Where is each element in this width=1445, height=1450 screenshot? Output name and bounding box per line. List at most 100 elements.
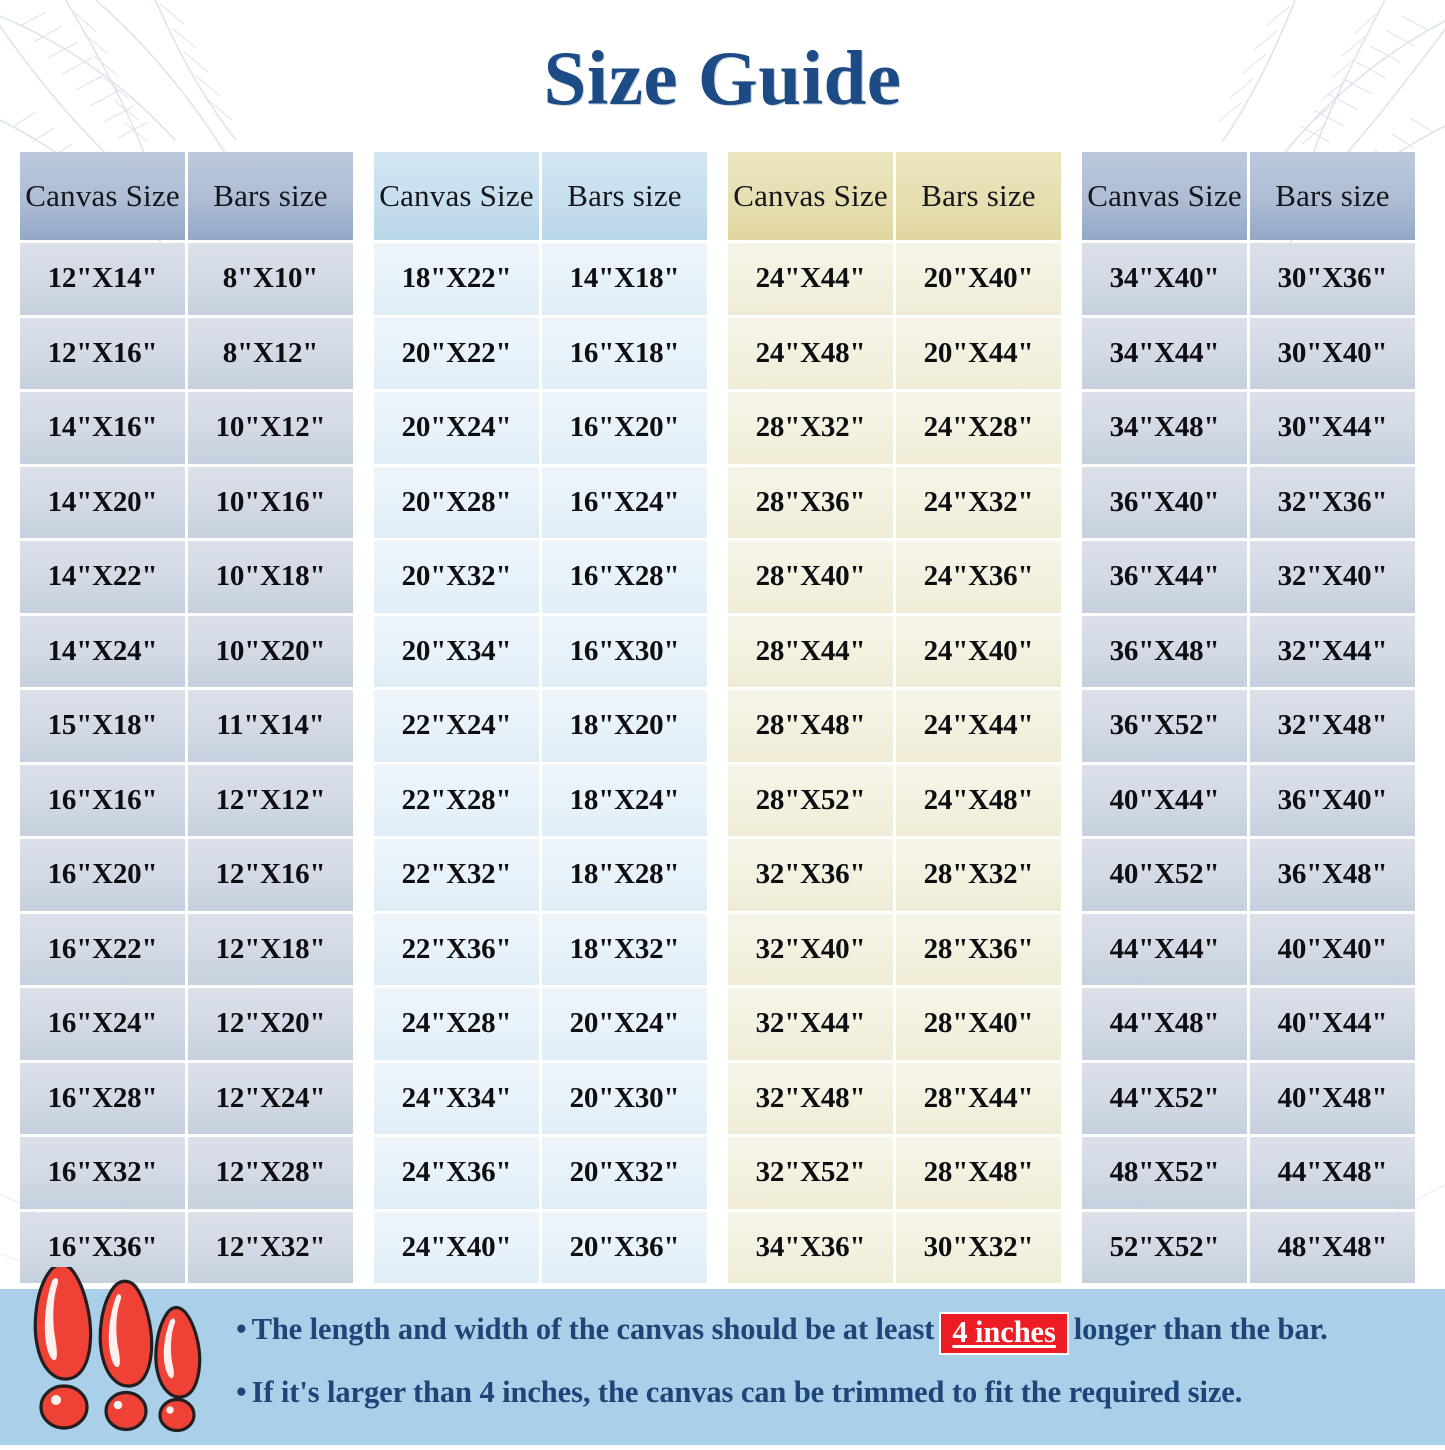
table-row: 28"X44" 24"X40" xyxy=(728,615,1061,687)
cell-canvas-size: 14"X20" xyxy=(20,466,185,538)
cell-canvas-size: 14"X16" xyxy=(20,392,185,464)
cell-canvas-size: 32"X36" xyxy=(728,839,893,911)
table-row: 16"X22" 12"X18" xyxy=(20,913,353,985)
cell-canvas-size: 12"X14" xyxy=(20,243,185,315)
cell-bars-size: 12"X28" xyxy=(188,1137,353,1209)
cell-bars-size: 28"X44" xyxy=(896,1062,1061,1134)
cell-canvas-size: 32"X44" xyxy=(728,988,893,1060)
table-row: 16"X36" 12"X32" xyxy=(20,1211,353,1283)
header-bars-size: Bars size xyxy=(542,152,707,240)
cell-bars-size: 12"X24" xyxy=(188,1062,353,1134)
cell-canvas-size: 12"X16" xyxy=(20,317,185,389)
table-row: 20"X34" 16"X30" xyxy=(374,615,707,687)
cell-bars-size: 20"X32" xyxy=(542,1137,707,1209)
table-row: 24"X36" 20"X32" xyxy=(374,1137,707,1209)
cell-bars-size: 8"X12" xyxy=(188,317,353,389)
table-header-row: Canvas Size Bars size xyxy=(728,152,1061,240)
cell-bars-size: 10"X12" xyxy=(188,392,353,464)
cell-canvas-size: 52"X52" xyxy=(1082,1211,1247,1283)
cell-bars-size: 16"X30" xyxy=(542,615,707,687)
cell-canvas-size: 15"X18" xyxy=(20,690,185,762)
notice-bullet-2: • If it's larger than 4 inches, the canva… xyxy=(236,1372,1436,1413)
table-row: 14"X24" 10"X20" xyxy=(20,615,353,687)
bullet-dot-icon: • xyxy=(236,1375,247,1410)
cell-bars-size: 16"X18" xyxy=(542,317,707,389)
header-canvas-size: Canvas Size xyxy=(20,152,185,240)
table-row: 16"X20" 12"X16" xyxy=(20,839,353,911)
cell-bars-size: 18"X20" xyxy=(542,690,707,762)
cell-bars-size: 28"X48" xyxy=(896,1137,1061,1209)
cell-bars-size: 48"X48" xyxy=(1250,1211,1415,1283)
table-row: 24"X34" 20"X30" xyxy=(374,1062,707,1134)
size-tables-container: Canvas Size Bars size 12"X14" 8"X10" 12"X16"… xyxy=(20,152,1425,1283)
table-row: 48"X52" 44"X48" xyxy=(1082,1137,1415,1209)
cell-bars-size: 32"X40" xyxy=(1250,541,1415,613)
cell-bars-size: 20"X36" xyxy=(542,1211,707,1283)
table-row: 24"X28" 20"X24" xyxy=(374,988,707,1060)
notice-bar: • The length and width of the canvas shou… xyxy=(0,1262,1445,1445)
cell-canvas-size: 22"X32" xyxy=(374,839,539,911)
table-row: 16"X32" 12"X28" xyxy=(20,1137,353,1209)
table-header-row: Canvas Size Bars size xyxy=(1082,152,1415,240)
header-bars-size: Bars size xyxy=(896,152,1061,240)
cell-bars-size: 24"X44" xyxy=(896,690,1061,762)
cell-canvas-size: 24"X48" xyxy=(728,317,893,389)
cell-canvas-size: 16"X20" xyxy=(20,839,185,911)
cell-canvas-size: 20"X28" xyxy=(374,466,539,538)
table-row: 36"X44" 32"X40" xyxy=(1082,541,1415,613)
table-row: 20"X32" 16"X28" xyxy=(374,541,707,613)
cell-canvas-size: 20"X24" xyxy=(374,392,539,464)
table-row: 28"X52" 24"X48" xyxy=(728,764,1061,836)
cell-canvas-size: 24"X44" xyxy=(728,243,893,315)
cell-bars-size: 44"X48" xyxy=(1250,1137,1415,1209)
cell-canvas-size: 34"X40" xyxy=(1082,243,1247,315)
table-row: 22"X24" 18"X20" xyxy=(374,690,707,762)
cell-bars-size: 32"X36" xyxy=(1250,466,1415,538)
table-header-row: Canvas Size Bars size xyxy=(374,152,707,240)
cell-canvas-size: 16"X16" xyxy=(20,764,185,836)
size-table-1: Canvas Size Bars size 12"X14" 8"X10" 12"X16"… xyxy=(20,152,353,1283)
cell-canvas-size: 22"X24" xyxy=(374,690,539,762)
cell-canvas-size: 40"X44" xyxy=(1082,764,1247,836)
cell-bars-size: 36"X48" xyxy=(1250,839,1415,911)
cell-canvas-size: 20"X22" xyxy=(374,317,539,389)
notice-text-block: • The length and width of the canvas shou… xyxy=(236,1309,1436,1413)
cell-bars-size: 30"X32" xyxy=(896,1211,1061,1283)
cell-canvas-size: 44"X52" xyxy=(1082,1062,1247,1134)
cell-canvas-size: 40"X52" xyxy=(1082,839,1247,911)
cell-bars-size: 18"X28" xyxy=(542,839,707,911)
table-row: 40"X44" 36"X40" xyxy=(1082,764,1415,836)
cell-bars-size: 18"X24" xyxy=(542,764,707,836)
notice-text-before: The length and width of the canvas shoul… xyxy=(251,1312,935,1346)
cell-bars-size: 12"X12" xyxy=(188,764,353,836)
cell-canvas-size: 36"X40" xyxy=(1082,466,1247,538)
cell-bars-size: 28"X32" xyxy=(896,839,1061,911)
cell-bars-size: 24"X36" xyxy=(896,541,1061,613)
cell-bars-size: 18"X32" xyxy=(542,913,707,985)
table-row: 20"X24" 16"X20" xyxy=(374,392,707,464)
cell-bars-size: 30"X44" xyxy=(1250,392,1415,464)
size-table-2: Canvas Size Bars size 18"X22" 14"X18" 20"X22… xyxy=(374,152,707,1283)
cell-canvas-size: 34"X36" xyxy=(728,1211,893,1283)
table-row: 34"X40" 30"X36" xyxy=(1082,243,1415,315)
header-canvas-size: Canvas Size xyxy=(374,152,539,240)
cell-canvas-size: 24"X36" xyxy=(374,1137,539,1209)
cell-canvas-size: 44"X44" xyxy=(1082,913,1247,985)
cell-bars-size: 20"X30" xyxy=(542,1062,707,1134)
cell-canvas-size: 36"X48" xyxy=(1082,615,1247,687)
cell-bars-size: 20"X44" xyxy=(896,317,1061,389)
cell-canvas-size: 36"X52" xyxy=(1082,690,1247,762)
table-row: 34"X36" 30"X32" xyxy=(728,1211,1061,1283)
table-row: 12"X14" 8"X10" xyxy=(20,243,353,315)
cell-bars-size: 36"X40" xyxy=(1250,764,1415,836)
cell-bars-size: 24"X32" xyxy=(896,466,1061,538)
table-row: 24"X40" 20"X36" xyxy=(374,1211,707,1283)
cell-canvas-size: 24"X40" xyxy=(374,1211,539,1283)
table-row: 44"X48" 40"X44" xyxy=(1082,988,1415,1060)
cell-bars-size: 32"X44" xyxy=(1250,615,1415,687)
table-row: 32"X48" 28"X44" xyxy=(728,1062,1061,1134)
cell-bars-size: 24"X48" xyxy=(896,764,1061,836)
cell-bars-size: 24"X40" xyxy=(896,615,1061,687)
table-row: 32"X40" 28"X36" xyxy=(728,913,1061,985)
